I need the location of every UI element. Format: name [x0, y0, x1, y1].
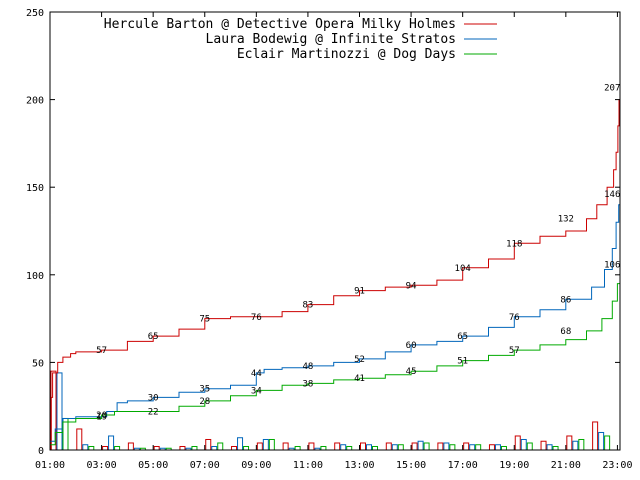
data-label: 52 — [354, 355, 365, 365]
x-tick-label: 21:00 — [551, 460, 581, 471]
x-tick-label: 01:00 — [35, 460, 65, 471]
data-label: 22 — [148, 407, 159, 417]
data-label: 68 — [560, 327, 571, 337]
data-label: 51 — [457, 357, 468, 367]
series-lines — [50, 87, 621, 451]
y-tick-label: 250 — [26, 8, 44, 19]
x-tick-label: 13:00 — [344, 460, 374, 471]
x-tick-label: 03:00 — [87, 460, 117, 471]
data-label: 83 — [302, 301, 313, 311]
axes: 0 50 100 150 200 250 01:00 03:00 05:00 07:00 09:00… — [26, 8, 633, 471]
x-tick-label: 19:00 — [499, 460, 529, 471]
data-label: 57 — [509, 346, 520, 356]
x-tick-label: 11:00 — [293, 460, 323, 471]
x-tick-label: 07:00 — [190, 460, 220, 471]
data-label: 34 — [251, 386, 262, 396]
legend-label: Hercule Barton @ Detective Opera Milky H… — [104, 17, 456, 32]
data-labels: 57 65 75 76 83 91 94 104 118 132 207 19 30 35 44 48 52 60… — [96, 83, 620, 422]
data-label: 65 — [457, 332, 468, 342]
data-label: 207 — [604, 83, 620, 93]
series-line — [50, 87, 621, 451]
data-label: 19 — [96, 413, 107, 423]
data-label: 65 — [148, 332, 159, 342]
data-label: 30 — [148, 393, 159, 403]
data-label: 104 — [455, 264, 471, 274]
series-line — [50, 194, 621, 442]
x-tick-label: 23:00 — [602, 460, 632, 471]
legend-label: Laura Bodewig @ Infinite Stratos — [206, 32, 456, 47]
data-label: 60 — [406, 341, 417, 351]
legend: Hercule Barton @ Detective Opera Milky H… — [104, 17, 497, 62]
data-label: 91 — [354, 287, 365, 297]
data-label: 38 — [302, 379, 313, 389]
plot-frame — [49, 11, 621, 451]
y-tick-label: 50 — [32, 358, 44, 369]
series-line — [50, 264, 621, 446]
data-label: 48 — [302, 362, 313, 372]
data-label: 28 — [199, 397, 210, 407]
data-label: 132 — [558, 215, 574, 225]
y-tick-label: 200 — [26, 96, 44, 107]
data-label: 20 — [96, 411, 107, 421]
data-label: 44 — [251, 369, 262, 379]
y-tick-label: 150 — [26, 183, 44, 194]
data-label: 86 — [560, 295, 571, 305]
x-tick-label: 15:00 — [396, 460, 426, 471]
data-label: 118 — [506, 239, 522, 249]
y-tick-label: 0 — [38, 446, 44, 457]
x-tick-label: 05:00 — [138, 460, 168, 471]
data-label: 76 — [251, 313, 262, 323]
data-label: 35 — [199, 385, 210, 395]
x-tick-label: 09:00 — [241, 460, 271, 471]
x-tick-label: 17:00 — [448, 460, 478, 471]
data-label: 146 — [604, 190, 620, 200]
data-label: 41 — [354, 374, 365, 384]
data-label: 45 — [406, 367, 417, 377]
data-label: 75 — [199, 315, 210, 325]
data-label: 57 — [96, 346, 107, 356]
data-label: 106 — [604, 260, 620, 270]
legend-label: Eclair Martinozzi @ Dog Days — [237, 47, 456, 62]
data-label: 94 — [406, 281, 417, 291]
y-tick-label: 100 — [26, 271, 44, 282]
data-label: 76 — [509, 313, 520, 323]
